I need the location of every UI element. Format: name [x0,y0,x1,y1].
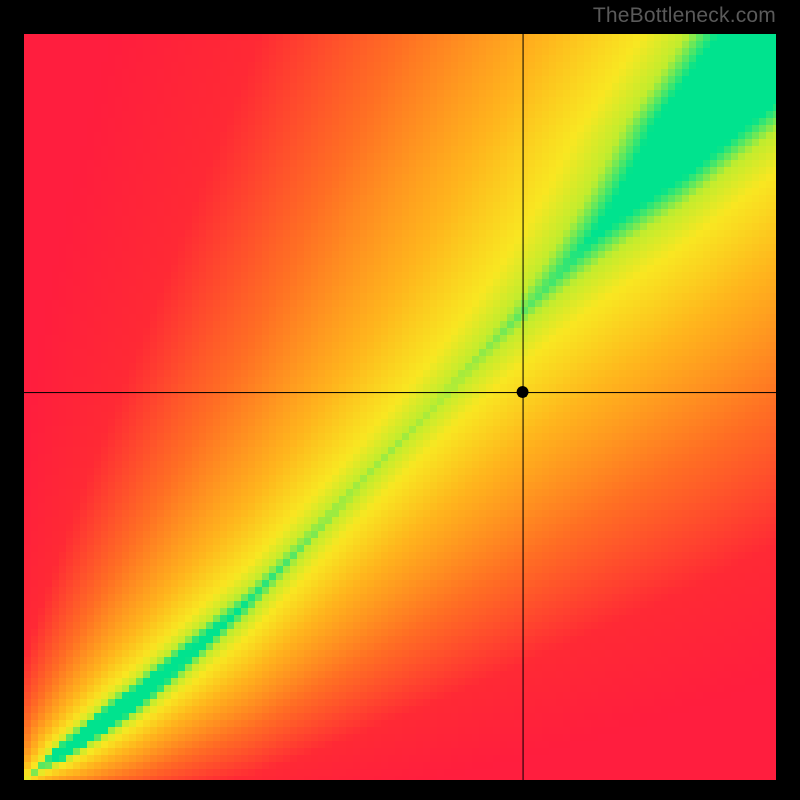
plot-area [24,34,776,780]
chart-container: TheBottleneck.com [0,0,800,800]
heatmap-canvas [24,34,776,780]
attribution-label: TheBottleneck.com [593,4,776,28]
